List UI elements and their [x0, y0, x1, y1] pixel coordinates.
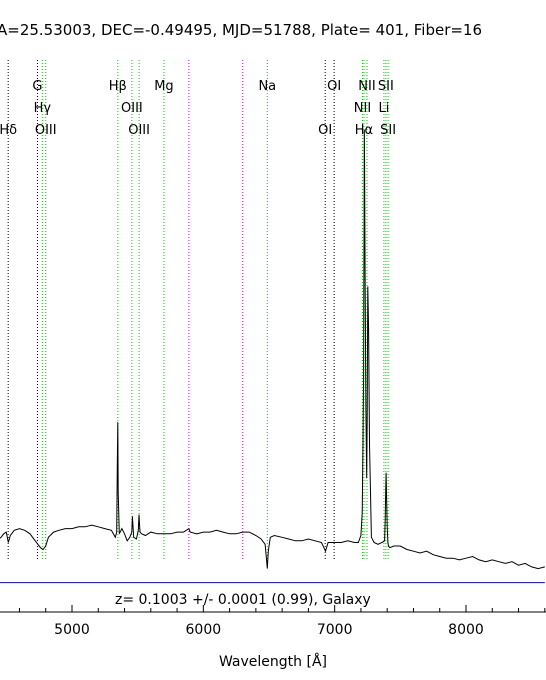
line-marker-label: G: [32, 79, 42, 94]
line-marker-label: NII: [358, 79, 375, 94]
line-marker-label: OI: [327, 79, 341, 94]
line-marker-label: Hδ: [0, 123, 17, 138]
redshift-annotation: z= 0.1003 +/- 0.0001 (0.99), Galaxy: [115, 592, 371, 608]
sky-lines: [188, 60, 244, 560]
x-tick-label: 5000: [54, 622, 90, 638]
x-axis-ticks: 5000 6000 7000 8000: [18, 605, 546, 638]
line-marker-label: SII: [378, 79, 394, 94]
line-marker-label: Li: [378, 101, 389, 116]
x-tick-label: 8000: [448, 622, 484, 638]
x-tick-label: 6000: [186, 622, 222, 638]
line-marker-label: Mg: [154, 79, 173, 94]
line-marker-label: OIII: [128, 123, 150, 138]
line-marker-label: OIII: [121, 101, 143, 116]
x-tick-label: 7000: [317, 622, 353, 638]
spectral-line-markers: [7, 60, 389, 560]
spectrum-series: [0, 129, 545, 570]
line-marker-label: OI: [318, 123, 332, 138]
chart-title: A=25.53003, DEC=-0.49495, MJD=51788, Pla…: [0, 21, 482, 39]
line-marker-label: NII: [354, 101, 371, 116]
line-marker-label: OIII: [35, 123, 57, 138]
line-marker-label: Hβ: [109, 79, 127, 94]
x-axis-label: Wavelength [Å]: [219, 653, 327, 670]
spectral-line-labels: SIIHδGHγOIIIHβOIIIOIIIMgNaOIOINIIHαNIILi…: [0, 79, 396, 138]
line-marker-label: Hγ: [34, 101, 52, 116]
line-marker-label: Na: [258, 79, 276, 94]
line-marker-label: SII: [380, 123, 396, 138]
